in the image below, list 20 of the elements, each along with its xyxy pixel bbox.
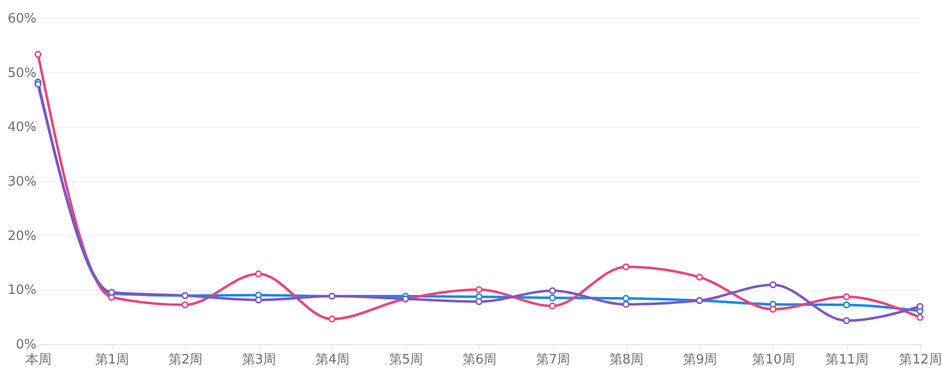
y-tick-label: 0% bbox=[16, 338, 36, 352]
x-tick-label: 第7周 bbox=[536, 352, 570, 368]
x-tick-label: 第2周 bbox=[168, 352, 203, 368]
x-tick-label: 本周 bbox=[26, 352, 52, 368]
x-tick-label: 第8周 bbox=[609, 352, 644, 368]
y-tick-label: 50% bbox=[8, 66, 36, 81]
x-tick-label: 第6周 bbox=[462, 352, 497, 368]
y-tick-label: 60% bbox=[8, 12, 36, 26]
x-tick-label: 第4周 bbox=[315, 352, 350, 368]
x-tick-label: 第11周 bbox=[826, 352, 868, 368]
x-tick-label: 第9周 bbox=[682, 352, 718, 368]
x-tick-label: 第1周 bbox=[94, 352, 130, 368]
y-tick-label: 40% bbox=[8, 120, 36, 136]
x-tick-label: 第3周 bbox=[242, 352, 276, 368]
y-tick-label: 10% bbox=[8, 283, 36, 298]
y-tick-label: 30% bbox=[8, 174, 36, 190]
y-tick-label: 20% bbox=[8, 228, 36, 244]
x-tick-label: 第10周 bbox=[752, 352, 795, 368]
x-tick-label: 第5周 bbox=[388, 352, 424, 368]
x-tick-label: 第12周 bbox=[899, 352, 942, 368]
